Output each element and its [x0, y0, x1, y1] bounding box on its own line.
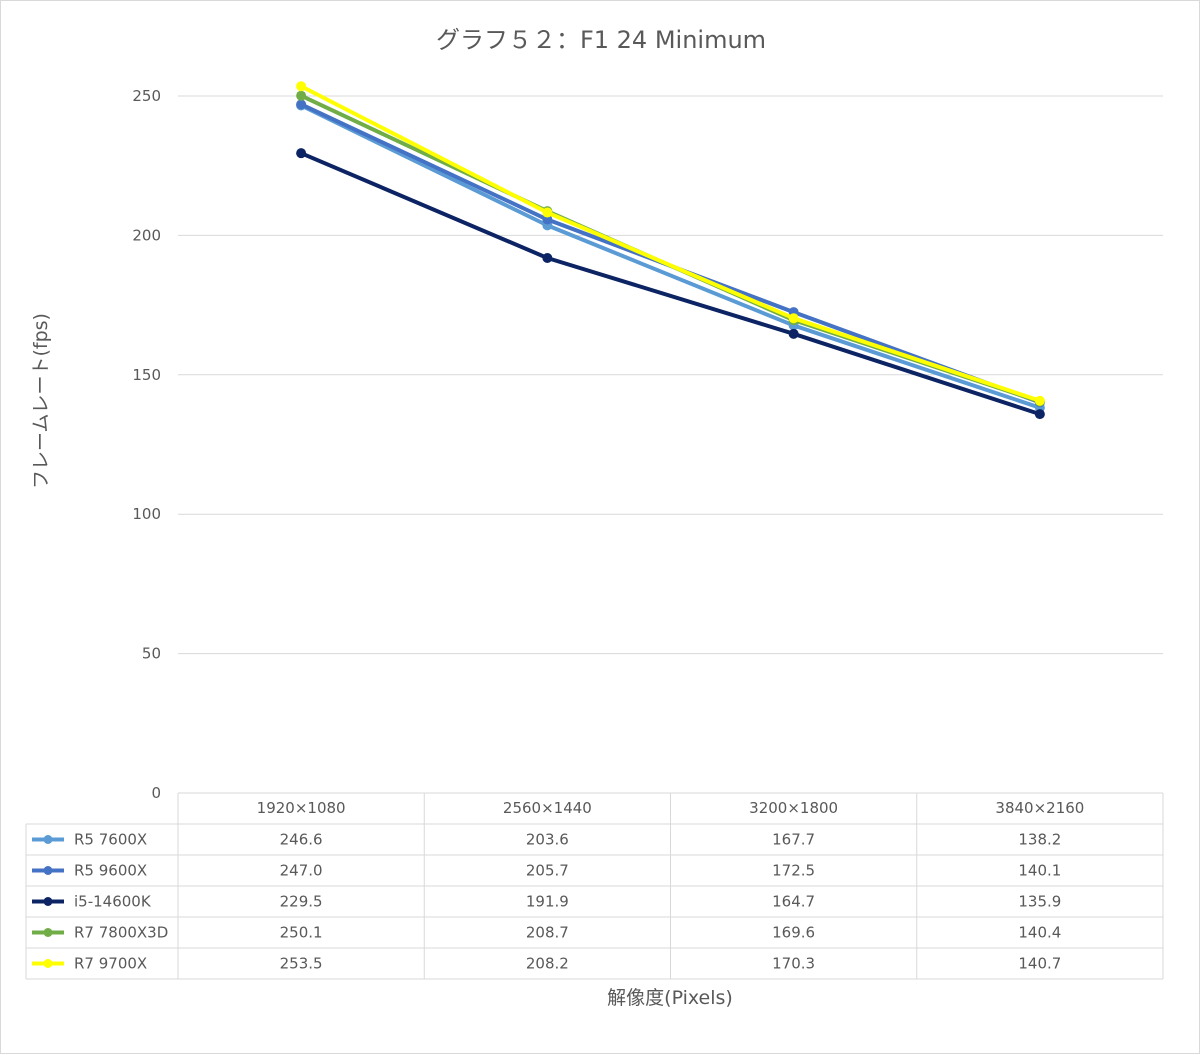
legend-entry: R7 9700X	[74, 955, 147, 973]
data-label: 170.3	[772, 955, 815, 973]
gridlines	[178, 95, 1163, 655]
data-label: 229.5	[280, 893, 323, 911]
data-label: 205.7	[526, 862, 569, 880]
y-tick-label: 150	[132, 366, 161, 384]
y-axis-ticks: 0 50 100 150 200 250	[132, 87, 161, 802]
data-point	[788, 328, 799, 339]
series-line	[299, 103, 1042, 410]
data-label: 140.1	[1018, 862, 1061, 880]
data-point	[542, 214, 553, 225]
legend-entry: R5 7600X	[74, 831, 147, 849]
data-label: 167.7	[772, 831, 815, 849]
y-tick-label: 0	[151, 784, 161, 802]
x-tick-label: 3200×1800	[749, 799, 838, 817]
y-tick-label: 50	[142, 645, 161, 663]
data-label: 164.7	[772, 893, 815, 911]
data-label: 191.9	[526, 893, 569, 911]
data-label: 208.7	[526, 924, 569, 942]
y-tick-label: 200	[132, 226, 161, 244]
legend-swatch-marker	[43, 959, 53, 968]
data-label: 169.6	[772, 924, 815, 942]
legend-entry: i5-14600K	[74, 893, 152, 911]
data-point	[542, 207, 553, 218]
data-label: 172.5	[772, 862, 815, 880]
data-label: 250.1	[280, 924, 323, 942]
legend-entry: R5 9600X	[74, 862, 147, 880]
data-label: 138.2	[1018, 831, 1061, 849]
series-line	[299, 84, 1042, 403]
data-label: 208.2	[526, 955, 569, 973]
chart-title: グラフ５２：F1 24 Minimum	[436, 26, 766, 54]
y-tick-label: 100	[132, 505, 161, 523]
x-axis-title: 解像度(Pixels)	[607, 987, 733, 1009]
x-tick-label: 2560×1440	[503, 799, 592, 817]
data-point	[296, 148, 307, 159]
legend-entry: R7 7800X3D	[74, 924, 168, 942]
series-lines	[296, 81, 1045, 420]
data-label: 140.7	[1018, 955, 1061, 973]
x-tick-label: 3840×2160	[995, 799, 1084, 817]
data-label: 246.6	[280, 831, 323, 849]
data-point	[296, 81, 307, 92]
data-point	[296, 99, 307, 110]
data-label: 140.4	[1018, 924, 1061, 942]
data-label: 247.0	[280, 862, 323, 880]
legend-swatch-marker	[43, 835, 53, 844]
y-tick-label: 250	[132, 87, 161, 105]
legend-swatch-marker	[43, 928, 53, 937]
data-label: 253.5	[280, 955, 323, 973]
data-point	[1034, 395, 1045, 406]
x-tick-label: 1920×1080	[257, 799, 346, 817]
data-point	[788, 313, 799, 324]
legend-swatch-marker	[43, 897, 53, 906]
legend-swatch-marker	[43, 866, 53, 875]
y-axis-title: フレームレート(fps)	[30, 313, 52, 489]
data-table: 1920×1080 2560×1440 3200×1800 3840×2160 R5 7…	[25, 792, 1164, 980]
data-point	[296, 90, 307, 101]
data-label: 135.9	[1018, 893, 1061, 911]
data-point	[542, 252, 553, 263]
data-label: 203.6	[526, 831, 569, 849]
series-line	[299, 151, 1042, 417]
data-point	[1034, 409, 1045, 420]
